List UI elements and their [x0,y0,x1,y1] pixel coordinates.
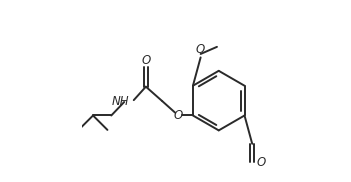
Text: O: O [196,43,205,56]
Text: O: O [141,54,151,66]
Text: NH: NH [112,95,130,108]
Text: O: O [257,156,266,169]
Text: O: O [174,109,183,122]
